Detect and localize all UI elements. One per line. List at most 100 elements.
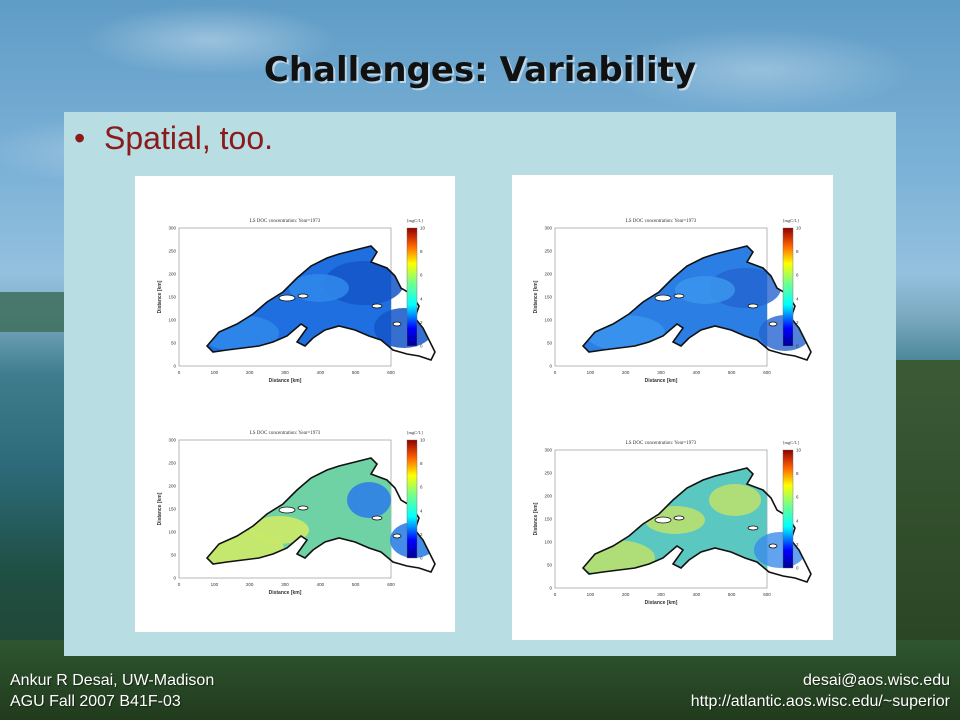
plot-title: LS DOC concentration: Year=1973 <box>250 431 321 436</box>
field-patch <box>347 482 391 518</box>
lake-outline <box>581 245 812 361</box>
y-tick-label: 100 <box>168 318 176 323</box>
map-svg: LS DOC concentration: Year=1973 [mgC/L] 0 1… <box>531 208 821 413</box>
field-patch <box>249 516 309 544</box>
x-axis-label: Distance [km] <box>645 600 678 606</box>
footer-left: Ankur R Desai, UW-Madison AGU Fall 2007 … <box>10 670 214 712</box>
x-tick-label: 100 <box>211 370 219 375</box>
field-patch <box>675 276 735 304</box>
x-tick-label: 100 <box>211 582 219 587</box>
x-tick-label: 500 <box>728 592 736 597</box>
island <box>371 303 383 309</box>
footer-url: http://atlantic.aos.wisc.edu/~superior <box>690 693 950 710</box>
colorbar-tick-label: 4 <box>796 296 799 301</box>
colorbar-unit: [mgC/L] <box>407 218 423 223</box>
colorbar-tick-label: 0 <box>420 344 423 349</box>
colorbar <box>782 449 794 569</box>
lake-outline <box>205 245 436 361</box>
plot-title: LS DOC concentration: Year=1973 <box>626 441 697 446</box>
field-patch <box>709 484 761 516</box>
x-tick-label: 200 <box>246 582 254 587</box>
y-tick-label: 100 <box>544 540 552 545</box>
y-tick-label: 150 <box>168 507 176 512</box>
colorbar-tick-label: 0 <box>796 344 799 349</box>
x-tick-label: 0 <box>178 370 181 375</box>
x-axis-label: Distance [km] <box>645 378 678 384</box>
y-axis-label: Distance [km] <box>533 280 539 313</box>
map-svg: LS DOC concentration: Year=1973 [mgC/L] 0 1… <box>155 420 445 625</box>
x-tick-label: 300 <box>657 592 665 597</box>
map-svg: LS DOC concentration: Year=1973 [mgC/L] 0 1… <box>531 430 821 635</box>
y-tick-label: 0 <box>549 586 552 591</box>
x-tick-label: 400 <box>317 582 325 587</box>
slide-title: Challenges: Variability <box>263 50 697 90</box>
x-tick-label: 100 <box>587 370 595 375</box>
colorbar-tick-label: 4 <box>420 508 423 513</box>
y-tick-label: 0 <box>173 576 176 581</box>
x-tick-label: 200 <box>246 370 254 375</box>
field-patch <box>289 274 349 302</box>
x-tick-label: 0 <box>554 370 557 375</box>
footer-email: desai@aos.wisc.edu <box>803 672 950 689</box>
x-tick-label: 400 <box>693 592 701 597</box>
bullet-item: • Spatial, too. <box>74 120 273 157</box>
x-tick-label: 400 <box>317 370 325 375</box>
y-tick-label: 250 <box>544 249 552 254</box>
y-axis-label: Distance [km] <box>157 492 163 525</box>
colorbar-tick-label: 6 <box>796 273 799 278</box>
footer-author: Ankur R Desai, UW-Madison <box>10 672 215 689</box>
y-tick-label: 250 <box>544 471 552 476</box>
colorbar-tick-label: 10 <box>796 226 802 231</box>
y-tick-label: 250 <box>168 461 176 466</box>
island <box>278 294 296 302</box>
colorbar-tick-label: 8 <box>420 461 423 466</box>
x-tick-label: 600 <box>763 370 771 375</box>
island <box>654 294 672 302</box>
map-plot-top-left: LS DOC concentration: Year=1973 [mgC/L] 0 1… <box>155 208 445 413</box>
lake-outline <box>205 457 436 573</box>
colorbar <box>782 227 794 347</box>
x-tick-label: 500 <box>352 370 360 375</box>
y-axis-label: Distance [km] <box>533 502 539 535</box>
y-tick-label: 300 <box>544 226 552 231</box>
colorbar-tick-label: 8 <box>796 249 799 254</box>
island <box>768 543 778 549</box>
island <box>747 525 759 531</box>
map-plot-bottom-right: LS DOC concentration: Year=1973 [mgC/L] 0 1… <box>531 430 821 635</box>
x-tick-label: 400 <box>693 370 701 375</box>
x-tick-label: 200 <box>622 592 630 597</box>
colorbar-tick-label: 2 <box>796 542 799 547</box>
map-svg: LS DOC concentration: Year=1973 [mgC/L] 0 1… <box>155 208 445 413</box>
island <box>278 506 296 514</box>
x-tick-label: 500 <box>352 582 360 587</box>
colorbar <box>406 227 418 347</box>
island <box>768 321 778 327</box>
x-axis-label: Distance [km] <box>269 590 302 596</box>
footer-right: desai@aos.wisc.edu http://atlantic.aos.w… <box>691 670 950 712</box>
y-tick-label: 50 <box>171 341 177 346</box>
colorbar-unit: [mgC/L] <box>783 218 799 223</box>
x-axis-label: Distance [km] <box>269 378 302 384</box>
colorbar-unit: [mgC/L] <box>407 430 423 435</box>
map-plot-bottom-left: LS DOC concentration: Year=1973 [mgC/L] 0 1… <box>155 420 445 625</box>
island <box>297 505 309 511</box>
map-plot-top-right: LS DOC concentration: Year=1973 [mgC/L] 0 1… <box>531 208 821 413</box>
x-tick-label: 300 <box>657 370 665 375</box>
island <box>392 321 402 327</box>
colorbar-tick-label: 2 <box>420 320 423 325</box>
colorbar-tick-label: 0 <box>420 556 423 561</box>
y-tick-label: 200 <box>168 272 176 277</box>
plot-title: LS DOC concentration: Year=1973 <box>626 219 697 224</box>
colorbar-tick-label: 4 <box>420 296 423 301</box>
colorbar-tick-label: 10 <box>420 438 426 443</box>
plot-title: LS DOC concentration: Year=1973 <box>250 219 321 224</box>
bullet-marker: • <box>74 120 86 156</box>
y-tick-label: 300 <box>544 448 552 453</box>
island <box>654 516 672 524</box>
y-tick-label: 0 <box>173 364 176 369</box>
y-tick-label: 150 <box>544 517 552 522</box>
y-tick-label: 200 <box>544 494 552 499</box>
island <box>371 515 383 521</box>
y-tick-label: 100 <box>544 318 552 323</box>
y-tick-label: 300 <box>168 438 176 443</box>
